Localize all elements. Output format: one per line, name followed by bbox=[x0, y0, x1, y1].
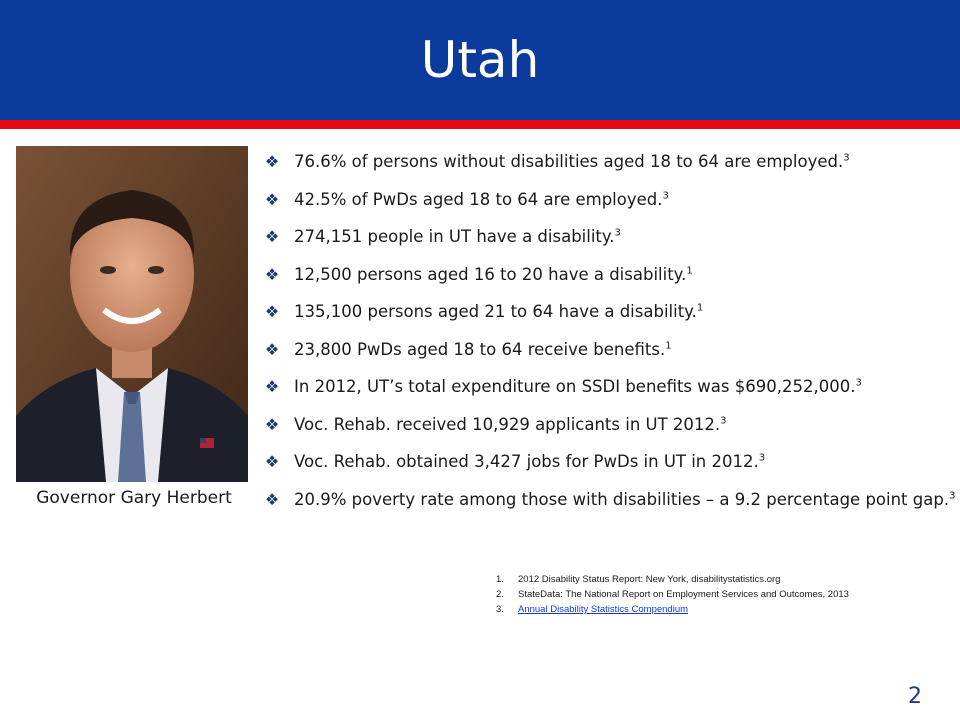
diamond-bullet-icon: ❖ bbox=[264, 189, 280, 209]
citation-ref: 3 bbox=[855, 377, 862, 389]
diamond-bullet-icon: ❖ bbox=[264, 377, 280, 396]
footnotes-list: 1. 2012 Disability Status Report: New Yor… bbox=[496, 572, 956, 617]
portrait-illustration bbox=[16, 146, 248, 482]
citation-ref: 1 bbox=[665, 340, 672, 351]
footnote-number: 1. bbox=[496, 574, 504, 585]
footnote-text: 2012 Disability Status Report: New York,… bbox=[518, 574, 781, 585]
footnote-item: 2. StateData: The National Report on Empl… bbox=[496, 587, 956, 602]
footnote-item: 3. Annual Disability Statistics Compendiu… bbox=[496, 602, 956, 617]
list-item: ❖ In 2012, UT’s total expenditure on SSDI… bbox=[258, 377, 960, 415]
slide-title: Utah bbox=[420, 31, 540, 89]
footnote-text: StateData: The National Report on Employ… bbox=[518, 589, 849, 600]
citation-ref: 3 bbox=[843, 152, 850, 164]
bullet-text: 23,800 PwDs aged 18 to 64 receive benefi… bbox=[294, 339, 666, 359]
list-item: ❖ 23,800 PwDs aged 18 to 64 receive benef… bbox=[258, 340, 960, 378]
footnote-link[interactable]: Annual Disability Statistics Compendium bbox=[518, 604, 689, 615]
bullet-text: Voc. Rehab. received 10,929 applicants i… bbox=[294, 414, 721, 434]
title-bar bbox=[0, 0, 960, 120]
governor-photo bbox=[16, 146, 248, 482]
citation-ref: 1 bbox=[686, 265, 693, 276]
citation-ref: 3 bbox=[949, 490, 956, 501]
footnote-number: 2. bbox=[496, 589, 504, 600]
page-number: 2 bbox=[908, 684, 922, 709]
list-item: ❖ Voc. Rehab. received 10,929 applicants … bbox=[258, 415, 960, 453]
bullet-text: In 2012, UT’s total expenditure on SSDI … bbox=[294, 377, 856, 396]
accent-divider bbox=[0, 120, 960, 129]
bullet-text: 135,100 persons aged 21 to 64 have a dis… bbox=[294, 302, 697, 321]
list-item: ❖ Voc. Rehab. obtained 3,427 jobs for PwD… bbox=[258, 452, 960, 490]
statistics-list: ❖ 76.6% of persons without disabilities a… bbox=[258, 152, 960, 546]
list-item: ❖ 20.9% poverty rate among those with dis… bbox=[258, 490, 960, 546]
citation-ref: 3 bbox=[720, 415, 727, 426]
list-item: ❖ 12,500 persons aged 16 to 20 have a dis… bbox=[258, 265, 960, 303]
citation-ref: 3 bbox=[758, 452, 766, 464]
citation-ref: 3 bbox=[614, 227, 621, 239]
diamond-bullet-icon: ❖ bbox=[264, 339, 280, 359]
diamond-bullet-icon: ❖ bbox=[264, 152, 280, 171]
list-item: ❖ 274,151 people in UT have a disability.… bbox=[258, 227, 960, 265]
citation-ref: 3 bbox=[662, 190, 669, 201]
diamond-bullet-icon: ❖ bbox=[264, 302, 280, 321]
diamond-bullet-icon: ❖ bbox=[264, 414, 280, 434]
list-item: ❖ 76.6% of persons without disabilities a… bbox=[258, 152, 960, 190]
citation-ref: 1 bbox=[696, 302, 704, 314]
bullet-text: 274,151 people in UT have a disability. bbox=[294, 227, 615, 246]
bullet-text: 76.6% of persons without disabilities ag… bbox=[294, 152, 844, 171]
photo-caption: Governor Gary Herbert bbox=[36, 488, 232, 508]
diamond-bullet-icon: ❖ bbox=[264, 452, 280, 471]
bullet-text: Voc. Rehab. obtained 3,427 jobs for PwDs… bbox=[294, 452, 759, 471]
diamond-bullet-icon: ❖ bbox=[264, 227, 280, 246]
list-item: ❖ 42.5% of PwDs aged 18 to 64 are employe… bbox=[258, 190, 960, 228]
diamond-bullet-icon: ❖ bbox=[264, 264, 280, 284]
list-item: ❖ 135,100 persons aged 21 to 64 have a di… bbox=[258, 302, 960, 340]
footnote-item: 1. 2012 Disability Status Report: New Yor… bbox=[496, 572, 956, 587]
bullet-text: 42.5% of PwDs aged 18 to 64 are employed… bbox=[294, 189, 663, 209]
footnote-number: 3. bbox=[496, 604, 504, 615]
diamond-bullet-icon: ❖ bbox=[264, 489, 280, 509]
bullet-text: 12,500 persons aged 16 to 20 have a disa… bbox=[294, 264, 687, 284]
bullet-text: 20.9% poverty rate among those with disa… bbox=[294, 489, 950, 509]
